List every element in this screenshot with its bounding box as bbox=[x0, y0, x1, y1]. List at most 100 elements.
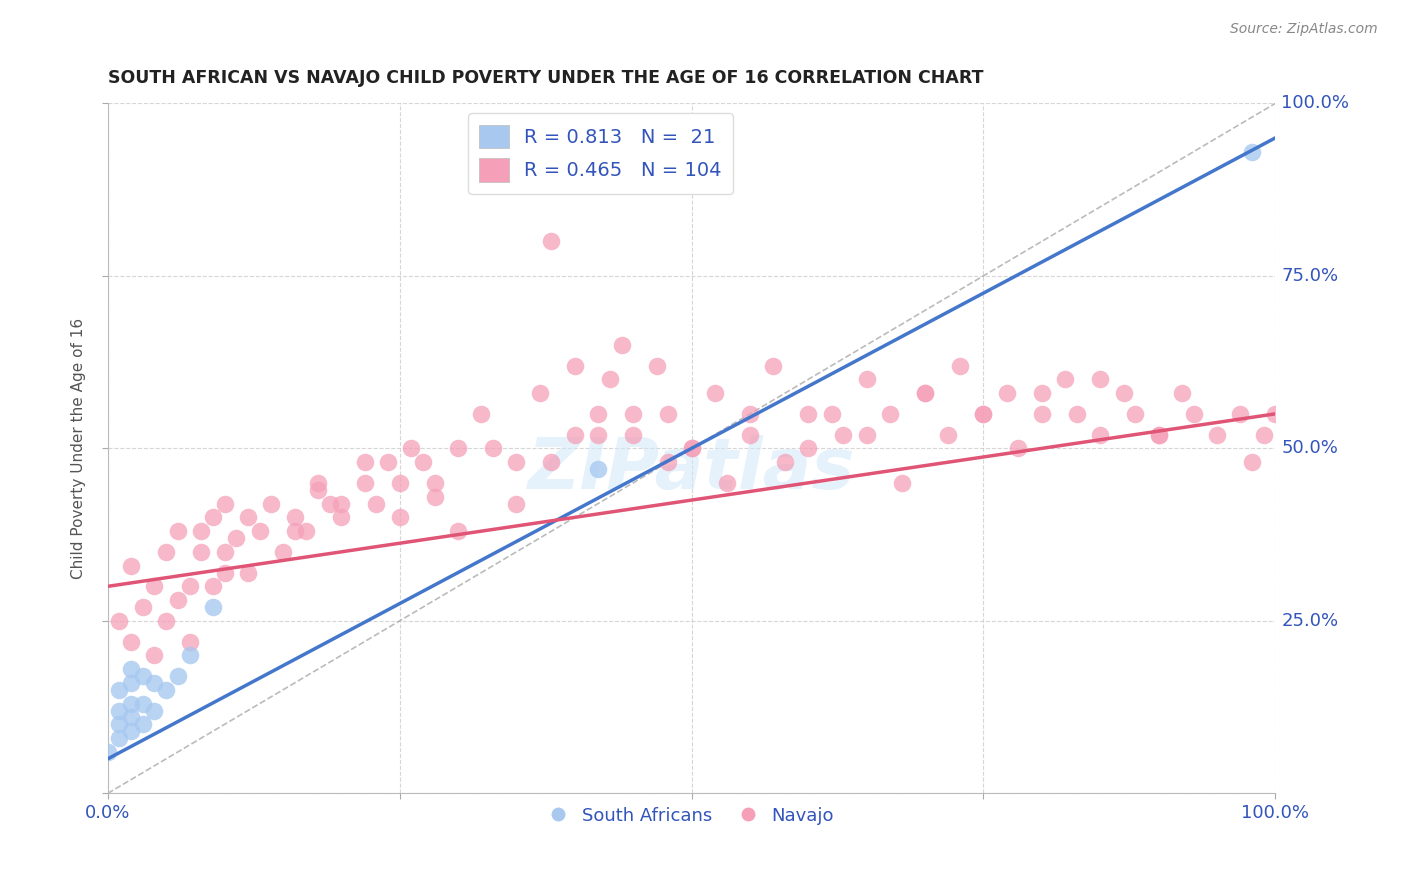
Point bbox=[890, 475, 912, 490]
Text: 50.0%: 50.0% bbox=[1281, 440, 1339, 458]
Point bbox=[716, 475, 738, 490]
Point bbox=[377, 455, 399, 469]
Point bbox=[1123, 407, 1146, 421]
Point bbox=[423, 475, 446, 490]
Point bbox=[366, 497, 388, 511]
Point bbox=[564, 359, 586, 373]
Point bbox=[155, 545, 177, 559]
Point bbox=[284, 510, 307, 524]
Point bbox=[1182, 407, 1205, 421]
Point bbox=[938, 427, 960, 442]
Point bbox=[703, 386, 725, 401]
Point bbox=[914, 386, 936, 401]
Point bbox=[201, 579, 224, 593]
Point bbox=[330, 497, 353, 511]
Point bbox=[295, 524, 318, 538]
Point bbox=[190, 545, 212, 559]
Point bbox=[179, 648, 201, 663]
Point bbox=[108, 717, 131, 731]
Point bbox=[401, 442, 423, 456]
Point bbox=[155, 682, 177, 697]
Point bbox=[564, 427, 586, 442]
Point bbox=[1007, 442, 1029, 456]
Text: 100.0%: 100.0% bbox=[1281, 95, 1350, 112]
Point bbox=[1112, 386, 1135, 401]
Legend: South Africans, Navajo: South Africans, Navajo bbox=[541, 800, 841, 832]
Point bbox=[120, 710, 142, 724]
Point bbox=[1240, 145, 1263, 159]
Point bbox=[120, 697, 142, 711]
Point bbox=[120, 558, 142, 573]
Point bbox=[120, 676, 142, 690]
Point bbox=[879, 407, 901, 421]
Point bbox=[388, 475, 411, 490]
Point bbox=[540, 235, 562, 249]
Point bbox=[773, 455, 796, 469]
Point bbox=[132, 600, 155, 615]
Point bbox=[120, 724, 142, 739]
Point bbox=[1171, 386, 1194, 401]
Point bbox=[1147, 427, 1170, 442]
Point bbox=[166, 669, 188, 683]
Point bbox=[179, 634, 201, 648]
Point bbox=[586, 427, 609, 442]
Point bbox=[586, 407, 609, 421]
Point bbox=[1147, 427, 1170, 442]
Point bbox=[388, 510, 411, 524]
Point bbox=[179, 579, 201, 593]
Point bbox=[610, 338, 633, 352]
Point bbox=[1206, 427, 1229, 442]
Point bbox=[132, 669, 155, 683]
Point bbox=[681, 442, 703, 456]
Point bbox=[972, 407, 994, 421]
Point bbox=[1031, 407, 1053, 421]
Point bbox=[797, 407, 820, 421]
Point bbox=[621, 407, 644, 421]
Point bbox=[143, 676, 166, 690]
Point bbox=[1264, 407, 1286, 421]
Point bbox=[307, 475, 329, 490]
Point bbox=[353, 475, 375, 490]
Text: 25.0%: 25.0% bbox=[1281, 612, 1339, 630]
Point bbox=[214, 497, 236, 511]
Point bbox=[423, 490, 446, 504]
Point bbox=[738, 427, 761, 442]
Point bbox=[1066, 407, 1088, 421]
Point bbox=[155, 614, 177, 628]
Point bbox=[330, 510, 353, 524]
Point bbox=[621, 427, 644, 442]
Point bbox=[143, 648, 166, 663]
Point bbox=[307, 483, 329, 497]
Point bbox=[447, 524, 470, 538]
Point bbox=[1090, 372, 1112, 386]
Point bbox=[914, 386, 936, 401]
Point bbox=[1090, 427, 1112, 442]
Text: Source: ZipAtlas.com: Source: ZipAtlas.com bbox=[1230, 22, 1378, 37]
Point bbox=[166, 524, 188, 538]
Text: ZIPatlas: ZIPatlas bbox=[527, 434, 855, 504]
Point bbox=[108, 731, 131, 746]
Text: SOUTH AFRICAN VS NAVAJO CHILD POVERTY UNDER THE AGE OF 16 CORRELATION CHART: SOUTH AFRICAN VS NAVAJO CHILD POVERTY UN… bbox=[108, 69, 983, 87]
Point bbox=[260, 497, 283, 511]
Point bbox=[1240, 455, 1263, 469]
Point bbox=[855, 372, 877, 386]
Point bbox=[855, 427, 877, 442]
Point bbox=[645, 359, 668, 373]
Point bbox=[236, 510, 259, 524]
Point bbox=[832, 427, 855, 442]
Point bbox=[447, 442, 470, 456]
Point bbox=[132, 697, 155, 711]
Y-axis label: Child Poverty Under the Age of 16: Child Poverty Under the Age of 16 bbox=[72, 318, 86, 579]
Point bbox=[120, 662, 142, 676]
Point bbox=[120, 634, 142, 648]
Point bbox=[482, 442, 505, 456]
Point bbox=[821, 407, 844, 421]
Point bbox=[529, 386, 551, 401]
Point bbox=[318, 497, 340, 511]
Text: 75.0%: 75.0% bbox=[1281, 267, 1339, 285]
Point bbox=[657, 455, 679, 469]
Point bbox=[972, 407, 994, 421]
Point bbox=[470, 407, 492, 421]
Point bbox=[353, 455, 375, 469]
Point bbox=[236, 566, 259, 580]
